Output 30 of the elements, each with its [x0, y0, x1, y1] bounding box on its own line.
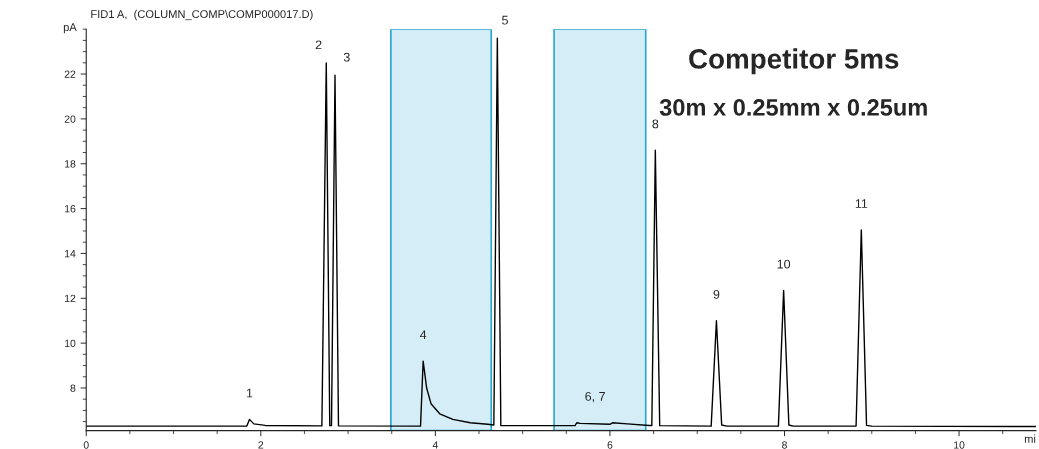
- y-tick-label: 8: [70, 384, 76, 392]
- y-axis-title: pA: [63, 23, 77, 34]
- line-series: [86, 37, 1036, 428]
- annotation: 10: [777, 259, 791, 269]
- y-tick-label: 10: [65, 339, 76, 348]
- annotation: 5: [502, 15, 508, 25]
- annotation: 3: [343, 52, 350, 62]
- annotation: 11: [855, 199, 868, 208]
- annotation: Competitor 5ms: [689, 48, 899, 75]
- y-tick-label: 18: [65, 160, 76, 168]
- y-tick-label: 20: [64, 115, 76, 123]
- y-tick-label: 16: [65, 205, 76, 213]
- annotation: 1: [246, 388, 253, 398]
- annotation: 4: [419, 330, 427, 340]
- x-tick-label: 10: [954, 441, 965, 449]
- y-tick-label: 22: [64, 70, 76, 78]
- x-tick-label: 2: [258, 441, 264, 449]
- x-tick-label: 6: [607, 441, 613, 449]
- x-axis-title: mi: [1024, 434, 1036, 443]
- x-tick-label: 4: [432, 441, 438, 449]
- annotation: 30m x 0.25mm x 0.25um: [659, 99, 927, 116]
- x-tick-label: 8: [782, 441, 787, 449]
- annotation: 2: [315, 40, 322, 50]
- y-tick-label: 12: [65, 294, 76, 303]
- chart-title: FID1 A, (COLUMN_COMP\COMP000017.D): [91, 9, 313, 21]
- y-tick-label: 14: [65, 250, 76, 258]
- x-tick-label: 0: [83, 441, 89, 449]
- annotation: 9: [713, 289, 720, 299]
- annotation: 8: [652, 119, 659, 129]
- annotation: 6, 7: [585, 391, 605, 403]
